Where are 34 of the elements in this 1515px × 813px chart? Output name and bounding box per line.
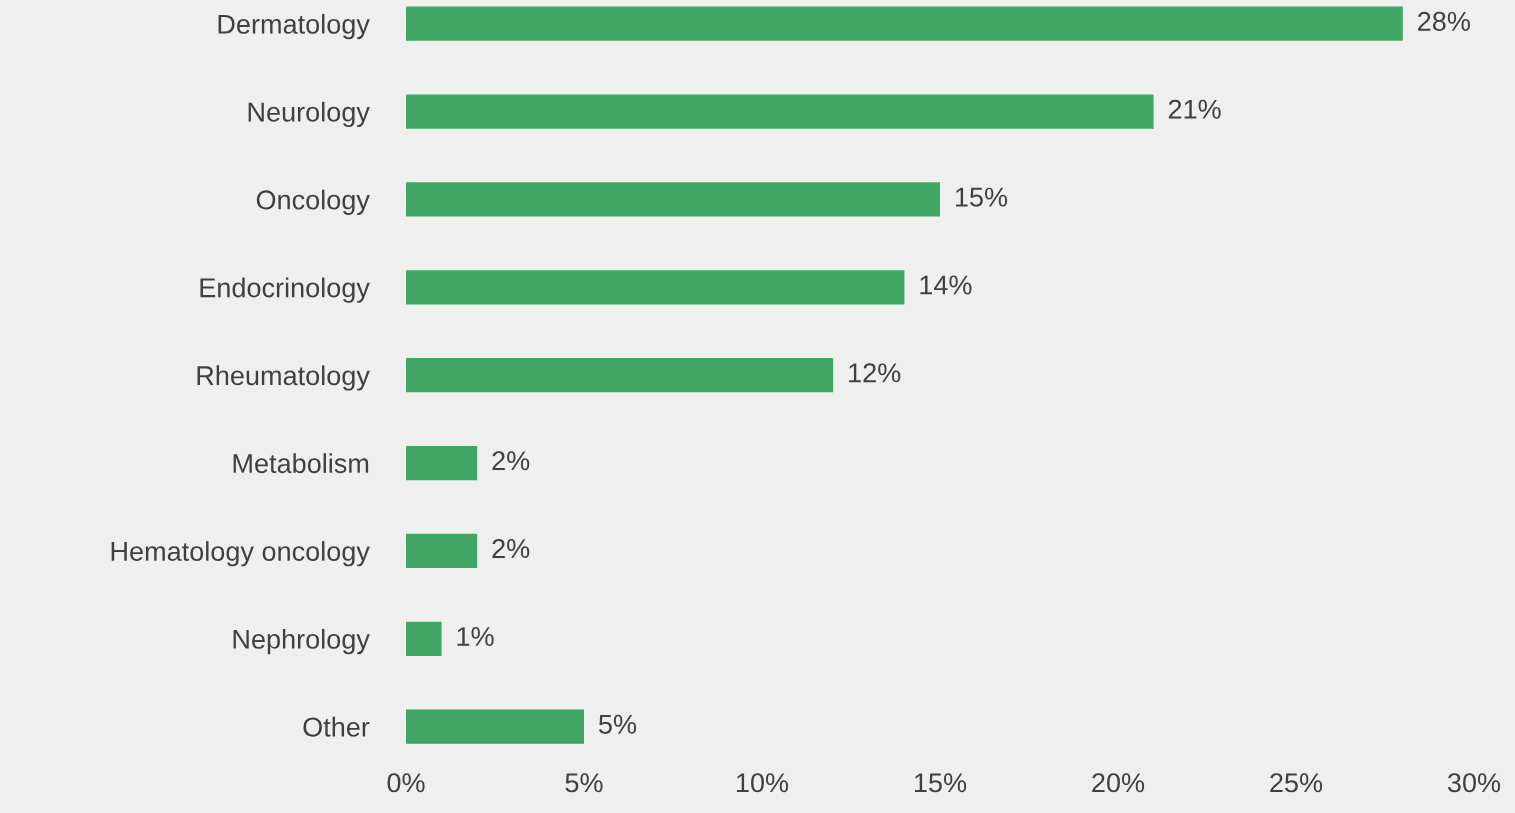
y-tick-label: Rheumatology: [197, 365, 370, 391]
bar: [406, 6, 1403, 41]
x-tick-label: 15%: [914, 773, 967, 793]
data-label: 15%: [955, 187, 1008, 207]
bar: [406, 358, 834, 393]
bar: [406, 533, 478, 569]
y-tick-label: Hematology oncology: [111, 541, 370, 567]
data-label: 12%: [849, 363, 901, 383]
x-tick-label: 10%: [736, 773, 789, 793]
data-label: 2%: [492, 539, 530, 559]
y-tick-label: Nephrology: [233, 628, 370, 655]
data-label: 14%: [920, 275, 972, 295]
x-tick-label: 25%: [1270, 773, 1323, 793]
x-tick-label: 0%: [387, 773, 425, 793]
y-tick-label: Neurology: [248, 101, 370, 128]
y-tick-label: Metabolism: [233, 453, 369, 474]
data-label: 21%: [1168, 99, 1221, 119]
data-label: 28%: [1418, 11, 1470, 31]
bar: [406, 621, 442, 656]
bar: [406, 270, 905, 305]
y-tick-label: Other: [303, 716, 370, 737]
y-tick-label: Oncology: [256, 189, 370, 215]
y-tick-label: Endocrinology: [200, 277, 370, 303]
y-tick-label: Dermatology: [218, 13, 370, 40]
bar: [406, 182, 940, 217]
x-tick-label: 20%: [1092, 773, 1145, 793]
bar: [406, 94, 1154, 129]
x-tick-label: 30%: [1447, 773, 1501, 793]
data-label: 1%: [457, 626, 494, 646]
data-label: 5%: [598, 714, 637, 734]
data-label: 2%: [492, 451, 530, 471]
x-tick-label: 5%: [565, 773, 603, 793]
bar: [406, 709, 584, 744]
bar: [406, 445, 478, 481]
